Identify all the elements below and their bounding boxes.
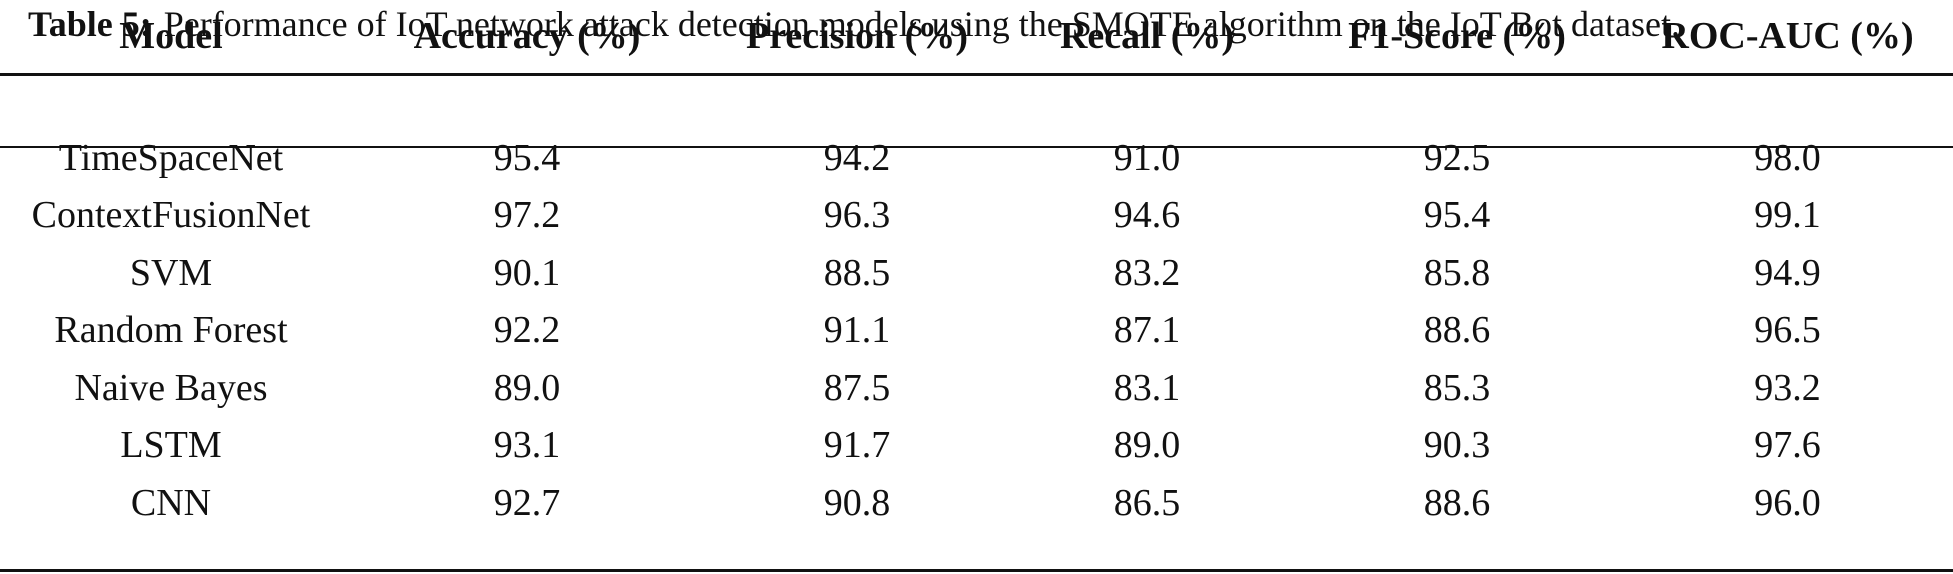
cell-precision: 96.3 xyxy=(823,194,891,237)
column-header-accuracy: Accuracy (%) xyxy=(413,15,641,57)
column-header-f1-score: F1-Score (%) xyxy=(1348,15,1566,57)
cell-model: Naive Bayes xyxy=(74,366,268,409)
cell-roc-auc: 96.0 xyxy=(1754,481,1821,524)
cell-precision: 91.7 xyxy=(823,424,891,467)
table-row: CNN 92.7 90.8 86.5 88.6 96.0 xyxy=(0,475,1953,533)
cell-accuracy: 93.1 xyxy=(493,424,561,467)
caption-label: Table 5: xyxy=(28,4,152,44)
table-row: Random Forest 92.2 91.1 87.1 88.6 96.5 xyxy=(0,302,1953,360)
bottom-rule xyxy=(0,569,1953,572)
caption-text: Performance of IoT network attack detect… xyxy=(163,4,1681,44)
cell-accuracy: 95.4 xyxy=(493,136,561,179)
cell-recall: 89.0 xyxy=(1113,424,1181,467)
table-row: SVM 90.1 88.5 83.2 85.8 94.9 xyxy=(0,245,1953,303)
cell-f1-score: 90.3 xyxy=(1423,424,1491,467)
cell-accuracy: 92.7 xyxy=(493,481,561,524)
cell-roc-auc: 94.9 xyxy=(1754,251,1821,294)
cell-roc-auc: 98.0 xyxy=(1754,136,1821,179)
cell-model: TimeSpaceNet xyxy=(58,136,284,179)
cell-precision: 88.5 xyxy=(823,251,891,294)
cell-recall: 83.1 xyxy=(1113,366,1181,409)
cell-f1-score: 85.3 xyxy=(1423,366,1491,409)
top-rule xyxy=(0,73,1953,76)
column-header-recall: Recall (%) xyxy=(1059,15,1235,57)
cell-model: Random Forest xyxy=(54,309,288,352)
cell-roc-auc: 99.1 xyxy=(1754,194,1821,237)
cell-recall: 86.5 xyxy=(1113,481,1181,524)
cell-accuracy: 89.0 xyxy=(493,366,561,409)
cell-f1-score: 95.4 xyxy=(1423,194,1491,237)
cell-accuracy: 90.1 xyxy=(493,251,561,294)
table-row: LSTM 93.1 91.7 89.0 90.3 97.6 xyxy=(0,417,1953,475)
cell-recall: 83.2 xyxy=(1113,251,1181,294)
table-row: ContextFusionNet 97.2 96.3 94.6 95.4 99.… xyxy=(0,187,1953,245)
cell-precision: 94.2 xyxy=(823,136,891,179)
cell-accuracy: 92.2 xyxy=(493,309,561,352)
cell-precision: 91.1 xyxy=(823,309,891,352)
cell-precision: 87.5 xyxy=(823,366,891,409)
cell-roc-auc: 93.2 xyxy=(1754,366,1821,409)
column-header-model: Model xyxy=(119,15,223,57)
table-row: TimeSpaceNet 95.4 94.2 91.0 92.5 98.0 xyxy=(0,130,1953,188)
cell-f1-score: 92.5 xyxy=(1423,136,1491,179)
cell-f1-score: 85.8 xyxy=(1423,251,1491,294)
cell-precision: 90.8 xyxy=(823,481,891,524)
cell-model: CNN xyxy=(130,481,212,524)
cell-roc-auc: 97.6 xyxy=(1754,424,1821,467)
cell-model: SVM xyxy=(129,251,213,294)
cell-accuracy: 97.2 xyxy=(493,194,561,237)
cell-roc-auc: 96.5 xyxy=(1754,309,1821,352)
cell-model: ContextFusionNet xyxy=(31,194,311,237)
column-header-roc-auc: ROC-AUC (%) xyxy=(1661,15,1914,57)
table-row: Naive Bayes 89.0 87.5 83.1 85.3 93.2 xyxy=(0,360,1953,418)
cell-f1-score: 88.6 xyxy=(1423,309,1491,352)
column-header-precision: Precision (%) xyxy=(746,15,968,57)
cell-recall: 87.1 xyxy=(1113,309,1181,352)
cell-recall: 94.6 xyxy=(1113,194,1181,237)
header-row: Model Accuracy (%) Precision (%) Recall … xyxy=(0,0,1953,72)
table-caption: Table 5: Performance of IoT network attac… xyxy=(28,2,1938,46)
cell-model: LSTM xyxy=(120,424,222,467)
cell-recall: 91.0 xyxy=(1113,136,1181,179)
cell-f1-score: 88.6 xyxy=(1423,481,1491,524)
header-rule xyxy=(0,146,1953,148)
results-table: Model Accuracy (%) Precision (%) Recall … xyxy=(0,0,1953,533)
